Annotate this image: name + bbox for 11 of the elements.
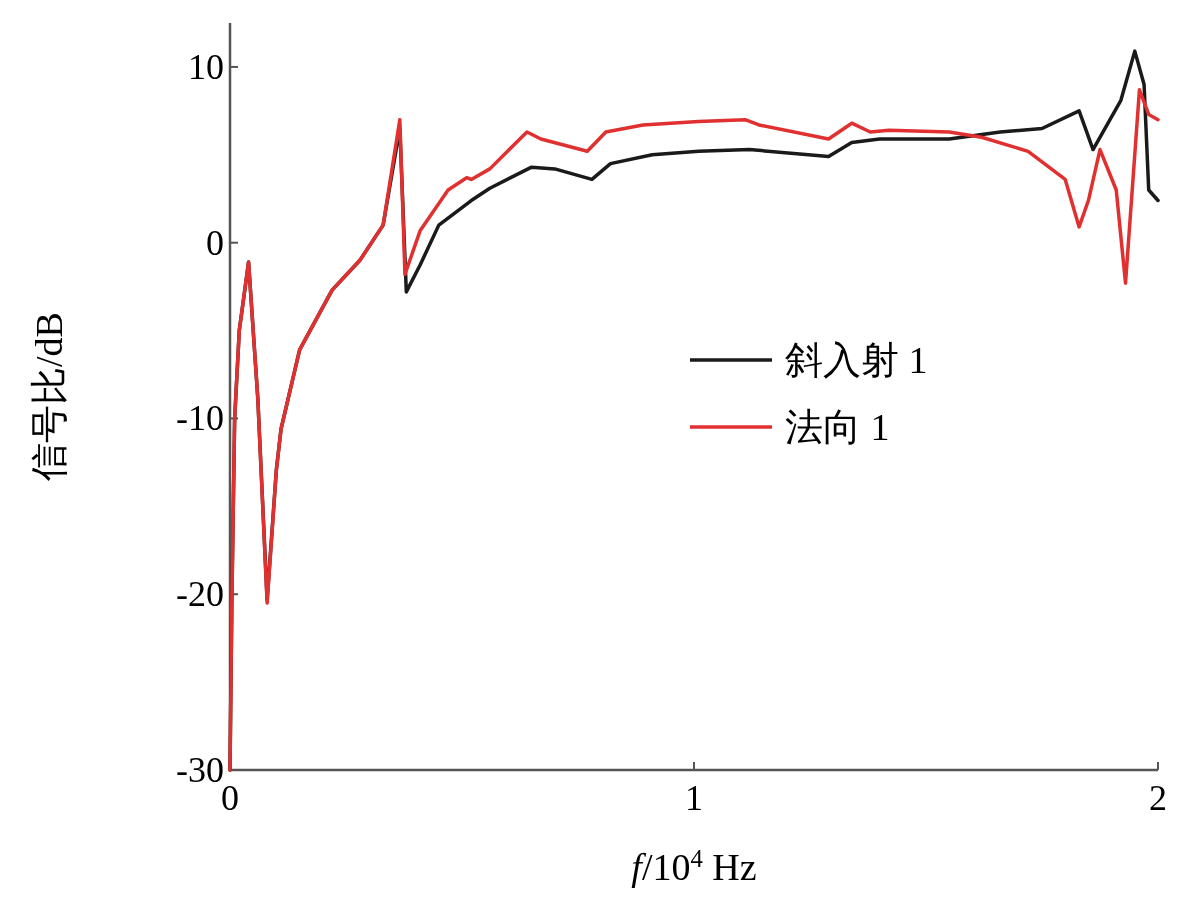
y-tick-label: -30 xyxy=(176,750,224,790)
y-tick-label: 0 xyxy=(206,222,224,263)
y-tick-label: -20 xyxy=(176,574,224,615)
legend-label: 法向 1 xyxy=(785,406,890,448)
x-tick-label: 2 xyxy=(1149,778,1167,818)
y-tick-label: -10 xyxy=(176,398,224,439)
y-tick-label: 10 xyxy=(188,46,224,87)
y-axis-title: 信号比/dB xyxy=(28,312,70,481)
x-axis-title: f/10$^{4}$ Hz xyxy=(631,844,757,888)
legend-label: 斜入射 1 xyxy=(785,339,928,381)
x-tick-label: 1 xyxy=(685,778,703,818)
